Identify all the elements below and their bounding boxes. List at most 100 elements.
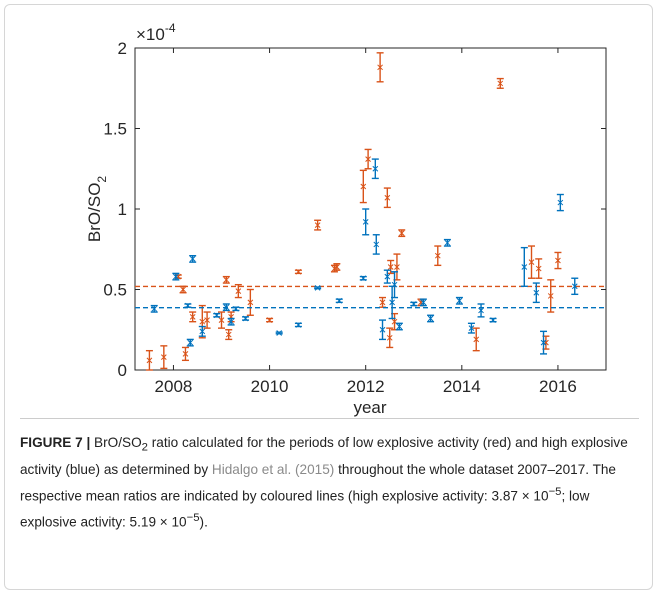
caption-text: ratio calculated for the periods of low … xyxy=(20,435,628,477)
point-marker xyxy=(175,273,182,280)
point-marker xyxy=(473,336,480,343)
error-point xyxy=(379,319,387,341)
error-point xyxy=(472,327,480,352)
error-point xyxy=(532,282,540,304)
error-point xyxy=(145,349,153,371)
error-point xyxy=(391,312,399,331)
error-point xyxy=(571,277,579,296)
figure-label: FIGURE 7 | xyxy=(20,435,91,450)
error-point xyxy=(232,305,240,312)
point-marker xyxy=(223,276,230,283)
caption-sup: −5 xyxy=(186,512,200,525)
point-marker xyxy=(365,156,371,162)
x-tick-label: 2012 xyxy=(347,377,385,396)
error-point xyxy=(410,301,418,307)
point-marker xyxy=(547,293,554,299)
point-marker xyxy=(182,351,189,357)
x-tick-label: 2010 xyxy=(251,377,289,396)
error-point xyxy=(222,303,230,312)
y-multiplier-exp: -4 xyxy=(165,21,176,35)
point-marker xyxy=(199,328,206,335)
caption-sup: −5 xyxy=(548,485,562,498)
point-marker xyxy=(180,286,186,293)
point-marker xyxy=(497,80,504,87)
point-marker xyxy=(185,302,191,309)
point-marker xyxy=(379,299,386,306)
point-marker xyxy=(540,339,547,346)
point-marker xyxy=(398,230,405,237)
point-marker xyxy=(384,273,391,280)
point-marker xyxy=(456,297,463,304)
point-marker xyxy=(379,326,386,333)
point-marker xyxy=(362,219,369,225)
point-marker xyxy=(160,354,167,360)
error-point xyxy=(335,297,343,304)
error-point xyxy=(181,346,189,362)
error-point xyxy=(314,285,322,291)
point-marker xyxy=(233,305,239,312)
point-marker xyxy=(373,241,380,248)
error-point xyxy=(189,254,197,263)
error-point xyxy=(434,245,442,267)
point-marker xyxy=(189,256,196,262)
point-marker xyxy=(189,314,196,320)
point-marker xyxy=(372,165,379,172)
separator xyxy=(20,418,639,419)
point-marker xyxy=(557,199,564,206)
caption-sub: 2 xyxy=(141,441,148,454)
error-point xyxy=(376,52,384,83)
point-marker xyxy=(389,299,395,306)
point-marker xyxy=(571,283,578,290)
error-point xyxy=(520,246,528,287)
point-marker xyxy=(391,281,398,288)
point-marker xyxy=(528,259,535,265)
error-point xyxy=(477,303,485,318)
error-point xyxy=(294,322,302,328)
point-marker xyxy=(213,312,220,319)
error-point xyxy=(393,253,401,281)
error-point xyxy=(359,169,367,204)
point-marker xyxy=(242,315,249,322)
error-point xyxy=(333,263,341,271)
point-marker xyxy=(187,339,194,346)
point-marker xyxy=(377,64,383,71)
citation-link[interactable]: Hidalgo et al. (2015) xyxy=(211,461,335,477)
point-marker xyxy=(418,299,424,306)
caption-text: ; low explosive activity: 5.19 × 10 xyxy=(20,488,590,530)
point-marker xyxy=(434,252,441,259)
y-tick-label: 0 xyxy=(118,361,127,380)
point-marker xyxy=(314,222,321,228)
error-point xyxy=(419,298,427,307)
error-point xyxy=(528,245,536,279)
y-tick-label: 1 xyxy=(118,200,127,219)
error-point xyxy=(556,193,564,212)
point-marker xyxy=(533,289,540,296)
error-point xyxy=(242,315,250,322)
error-point xyxy=(540,330,548,355)
error-point xyxy=(398,229,406,238)
error-point xyxy=(222,275,230,284)
point-marker xyxy=(151,305,158,312)
point-marker xyxy=(334,264,340,270)
error-point xyxy=(314,219,322,231)
point-marker xyxy=(235,288,242,294)
error-point xyxy=(189,311,197,323)
point-marker xyxy=(360,275,367,282)
x-label: year xyxy=(353,398,386,417)
error-point xyxy=(184,302,192,309)
error-point xyxy=(383,187,391,209)
error-point xyxy=(275,330,283,336)
point-marker xyxy=(295,268,302,275)
error-point xyxy=(225,329,233,341)
point-marker xyxy=(386,334,393,341)
point-marker xyxy=(146,357,153,364)
error-point xyxy=(198,325,206,337)
y-multiplier: ×10-4 xyxy=(136,21,176,44)
error-point xyxy=(387,259,395,275)
error-point xyxy=(364,148,372,170)
point-marker xyxy=(394,264,400,270)
error-point xyxy=(383,269,391,284)
error-point xyxy=(294,268,302,275)
point-marker xyxy=(295,322,302,328)
